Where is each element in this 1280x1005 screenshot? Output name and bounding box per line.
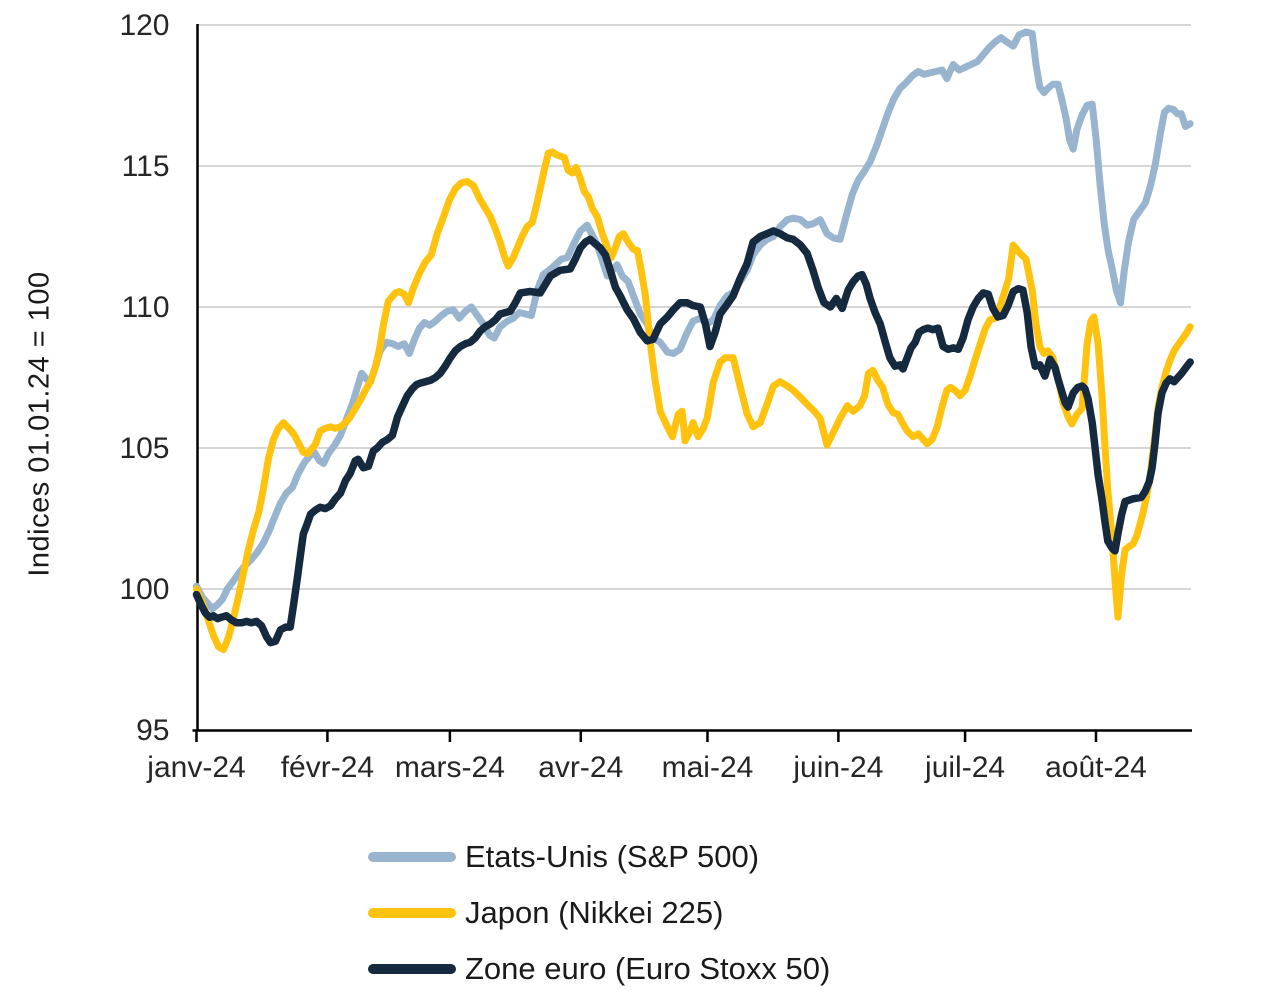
x-tick-label-3: avr-24 — [538, 751, 623, 784]
y-tick-label-110: 110 — [122, 291, 170, 324]
y-axis-title: Indices 01.01.24 = 100 — [23, 271, 56, 577]
legend-label-etats-unis: Etats-Unis (S&P 500) — [465, 838, 760, 874]
y-tick-label-105: 105 — [119, 432, 169, 465]
y-tick-label-120: 120 — [119, 9, 169, 42]
x-tick-label-0: janv-24 — [146, 751, 245, 784]
legend-swatch-japon — [368, 907, 456, 918]
legend-swatch-etats-unis — [368, 851, 456, 862]
x-tick-label-1: févr-24 — [281, 751, 374, 784]
y-tick-label-100: 100 — [119, 573, 169, 606]
series-line-japon — [193, 148, 1194, 654]
legend-item-etats-unis: Etats-Unis (S&P 500) — [368, 838, 830, 874]
y-tick-label-95: 95 — [136, 714, 169, 747]
y-tick-label-115: 115 — [122, 150, 170, 183]
x-tick-label-7: août-24 — [1045, 751, 1147, 784]
legend-label-japon: Japon (Nikkei 225) — [465, 894, 724, 930]
legend: Etats-Unis (S&P 500) Japon (Nikkei 225) … — [368, 838, 831, 986]
legend-item-japon: Japon (Nikkei 225) — [368, 894, 830, 930]
series-line-etats-unis — [193, 28, 1194, 613]
series-line-zone — [192, 227, 1194, 647]
x-tick-label-4: mai-24 — [662, 751, 754, 784]
legend-label-zone-euro: Zone euro (Euro Stoxx 50) — [465, 950, 831, 986]
x-tick-label-6: juil-24 — [924, 751, 1005, 784]
legend-swatch-zone-euro — [368, 963, 456, 974]
x-tick-label-2: mars-24 — [395, 751, 505, 784]
x-tick-label-5: juin-24 — [792, 751, 883, 784]
legend-item-zone-euro: Zone euro (Euro Stoxx 50) — [368, 950, 831, 986]
